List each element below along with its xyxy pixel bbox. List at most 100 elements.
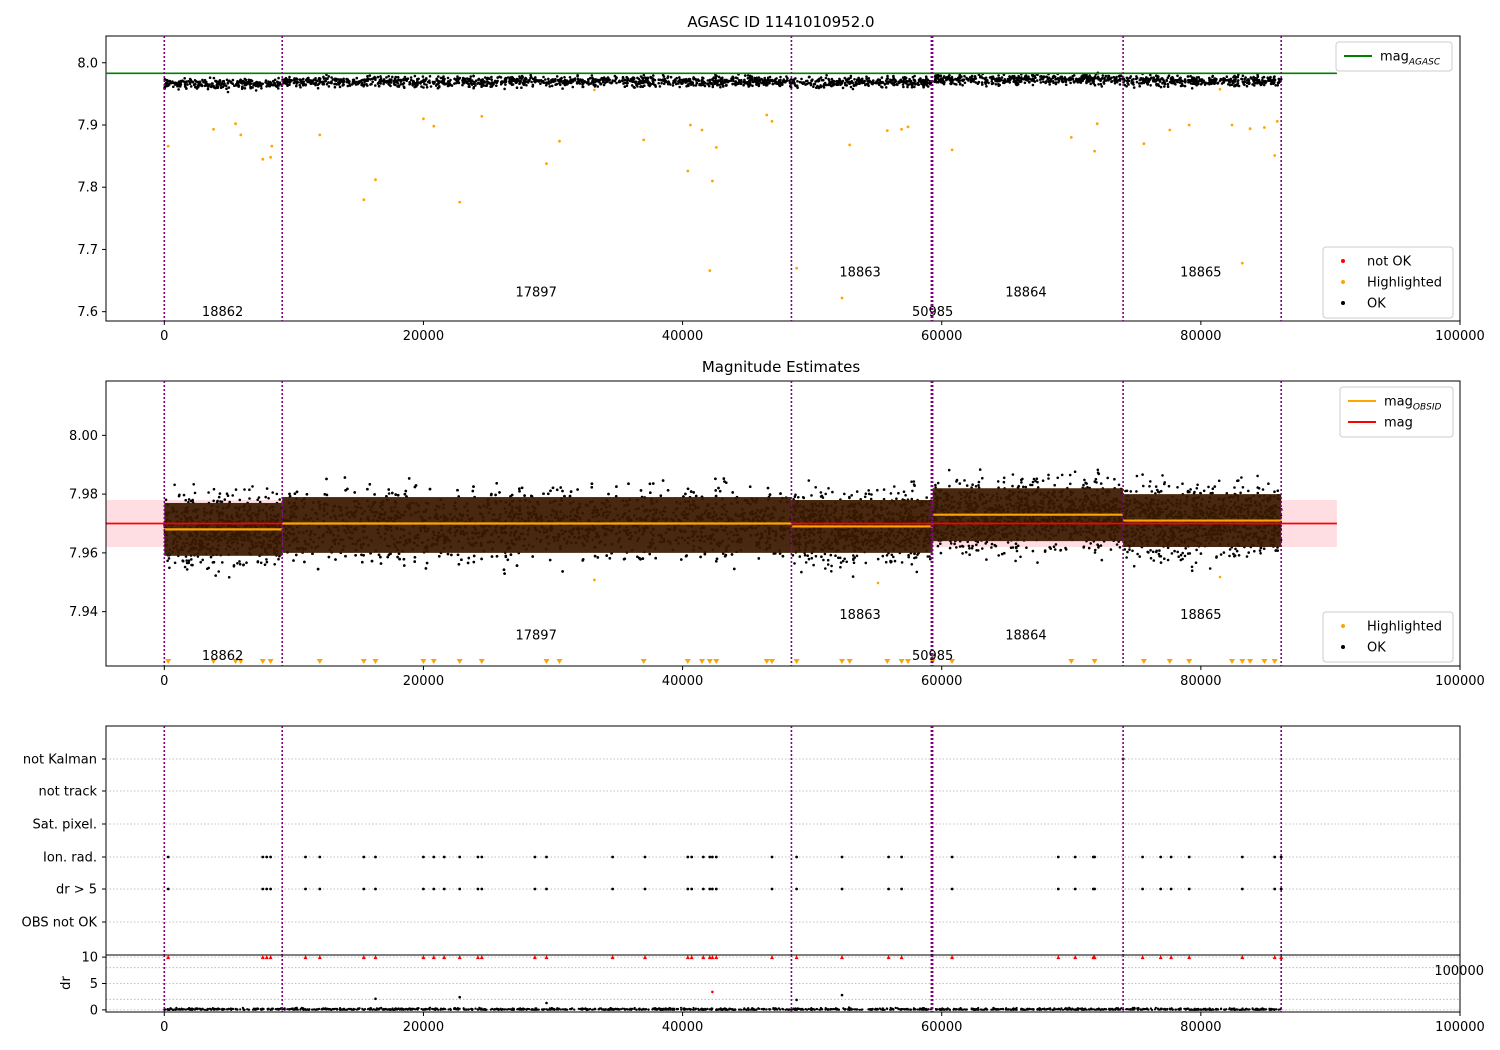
ok-point <box>774 78 777 81</box>
ok-point <box>231 78 235 82</box>
ok-point <box>1072 80 1076 83</box>
ok-point <box>1183 84 1187 88</box>
ok-point <box>217 495 221 499</box>
ok-point <box>1200 80 1203 83</box>
ok-point <box>479 83 483 86</box>
ok-point <box>576 77 580 81</box>
ok-point <box>425 86 429 89</box>
ok-point <box>222 83 225 86</box>
ok-point <box>272 80 275 83</box>
ok-point <box>316 86 320 90</box>
panel1-ytick-label: 7.6 <box>77 305 98 320</box>
ok-point <box>1040 75 1043 78</box>
ok-point <box>1195 81 1199 85</box>
ok-point <box>354 83 358 86</box>
highlighted-point <box>714 146 718 149</box>
ok-point <box>183 565 187 569</box>
obsid-label: 17897 <box>515 285 556 300</box>
ok-point <box>1159 85 1163 89</box>
ok-point <box>1138 84 1141 88</box>
ok-point <box>547 492 550 496</box>
ok-point <box>215 83 219 86</box>
ok-point <box>1061 80 1065 84</box>
ok-point <box>456 75 459 78</box>
ok-point <box>701 76 704 79</box>
ok-point <box>537 80 541 83</box>
ok-point <box>820 78 824 82</box>
ok-point <box>544 78 547 81</box>
ok-point <box>450 553 453 557</box>
ok-point <box>884 86 888 89</box>
ok-point <box>302 77 305 81</box>
ok-point <box>173 483 176 487</box>
ok-point <box>1126 80 1130 83</box>
ok-point <box>187 561 190 565</box>
ok-point <box>778 84 781 87</box>
ok-point <box>368 74 372 77</box>
ok-point <box>1251 83 1254 86</box>
ok-point <box>1179 76 1182 80</box>
ok-point <box>1138 82 1141 85</box>
ok-point <box>317 82 321 85</box>
ok-point <box>1129 75 1133 78</box>
ok-point <box>732 79 735 83</box>
ok-point <box>958 83 962 86</box>
ok-point <box>509 553 513 556</box>
ok-point <box>453 78 457 81</box>
ok-point <box>746 77 750 80</box>
ok-point <box>1099 82 1103 86</box>
ok-point <box>321 82 325 85</box>
ok-point <box>544 83 548 87</box>
ok-point <box>963 81 967 85</box>
ok-point <box>167 557 171 560</box>
ok-point <box>1085 81 1088 85</box>
ok-point <box>342 83 345 87</box>
ok-point <box>377 84 381 88</box>
ok-point <box>874 81 877 85</box>
ok-point <box>854 81 857 84</box>
ok-point <box>396 79 400 82</box>
ok-point <box>920 81 923 84</box>
ok-point <box>561 87 564 90</box>
ok-point <box>1000 76 1004 79</box>
ok-point <box>1184 79 1187 83</box>
ok-point <box>824 83 828 87</box>
ok-point <box>472 85 476 89</box>
ok-point <box>1231 80 1235 84</box>
ok-point <box>258 500 262 504</box>
ok-point <box>409 76 413 79</box>
ok-point <box>318 76 321 80</box>
ok-point <box>355 76 359 80</box>
ok-point <box>1252 75 1255 79</box>
ok-point <box>1013 79 1016 83</box>
ok-point <box>1166 82 1170 86</box>
ok-point <box>327 75 331 78</box>
ok-point <box>563 76 566 79</box>
highlighted-point <box>1273 154 1277 157</box>
ok-point <box>1091 81 1095 84</box>
ok-point <box>198 84 202 87</box>
ok-point <box>1003 78 1007 81</box>
ok-point <box>919 77 922 80</box>
ok-point <box>812 85 815 88</box>
ok-point <box>467 83 471 86</box>
ok-point <box>186 83 189 86</box>
ok-point <box>1218 87 1222 91</box>
ok-point <box>539 79 543 82</box>
ok-point <box>182 493 186 497</box>
agasc-magnitude-panel: 0 20000 40000 60000 80000 1000007.67.77.87.98… <box>77 35 1485 344</box>
ok-point <box>782 78 786 81</box>
ok-point <box>1266 79 1270 82</box>
ok-point <box>432 81 436 85</box>
ok-point <box>550 84 554 88</box>
ok-point <box>242 563 245 567</box>
ok-point <box>266 82 269 86</box>
ok-point <box>1179 84 1183 88</box>
ok-point <box>1171 75 1174 79</box>
ok-point <box>333 77 337 81</box>
highlighted-point <box>708 269 712 272</box>
ok-point <box>185 568 189 571</box>
ok-point <box>1042 80 1045 83</box>
ok-point <box>458 76 462 80</box>
ok-point <box>414 82 418 85</box>
